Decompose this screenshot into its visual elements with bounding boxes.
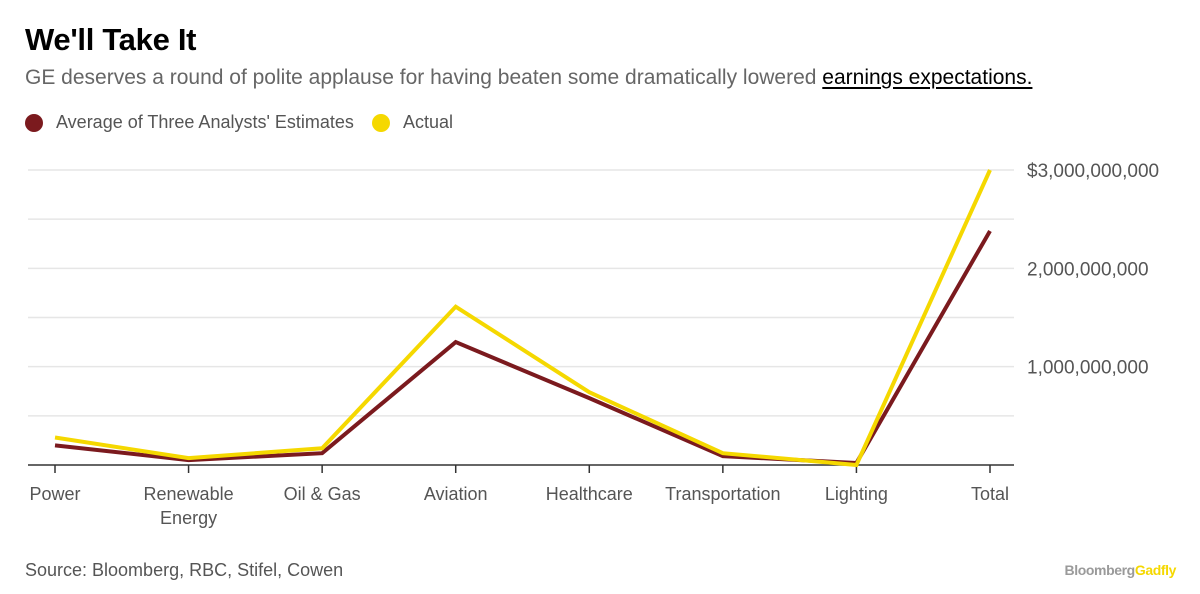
subtitle-text: GE deserves a round of polite applause f… bbox=[25, 66, 823, 89]
legend-label-actual: Actual bbox=[402, 112, 453, 132]
x-tick-label: Renewable Energy bbox=[144, 484, 234, 528]
x-tick-label: Healthcare bbox=[546, 484, 633, 504]
y-tick-label: 1,000,000,000 bbox=[1027, 358, 1149, 379]
chart-title: We'll Take It bbox=[25, 22, 197, 57]
series-line-actual bbox=[54, 169, 992, 468]
earnings-expectations-link[interactable]: earnings expectations. bbox=[822, 66, 1033, 89]
x-tick-label: Total bbox=[971, 484, 1009, 504]
brand-logo: BloombergGadfly bbox=[1064, 562, 1177, 578]
chart-subtitle: GE deserves a round of polite applause f… bbox=[25, 66, 1032, 90]
x-tick-label: Aviation bbox=[424, 484, 488, 504]
legend-item-actual: Actual bbox=[371, 112, 453, 133]
legend-item-estimates: Average of Three Analysts' Estimates bbox=[25, 112, 354, 133]
legend: Average of Three Analysts' Estimates Act… bbox=[25, 112, 471, 133]
x-tick-label: Lighting bbox=[825, 484, 888, 504]
source-note: Source: Bloomberg, RBC, Stifel, Cowen bbox=[25, 560, 344, 580]
x-tick-label: Power bbox=[29, 484, 80, 504]
series-line-estimates bbox=[54, 229, 992, 466]
y-tick-label: 2,000,000,000 bbox=[1027, 259, 1149, 280]
x-tick-label: Transportation bbox=[665, 484, 780, 504]
legend-label-estimates: Average of Three Analysts' Estimates bbox=[56, 112, 354, 132]
x-tick-label: Oil & Gas bbox=[284, 484, 361, 504]
legend-swatch-actual bbox=[371, 113, 390, 132]
y-tick-label: $3,000,000,000 bbox=[1027, 161, 1159, 182]
legend-swatch-estimates bbox=[25, 113, 43, 132]
